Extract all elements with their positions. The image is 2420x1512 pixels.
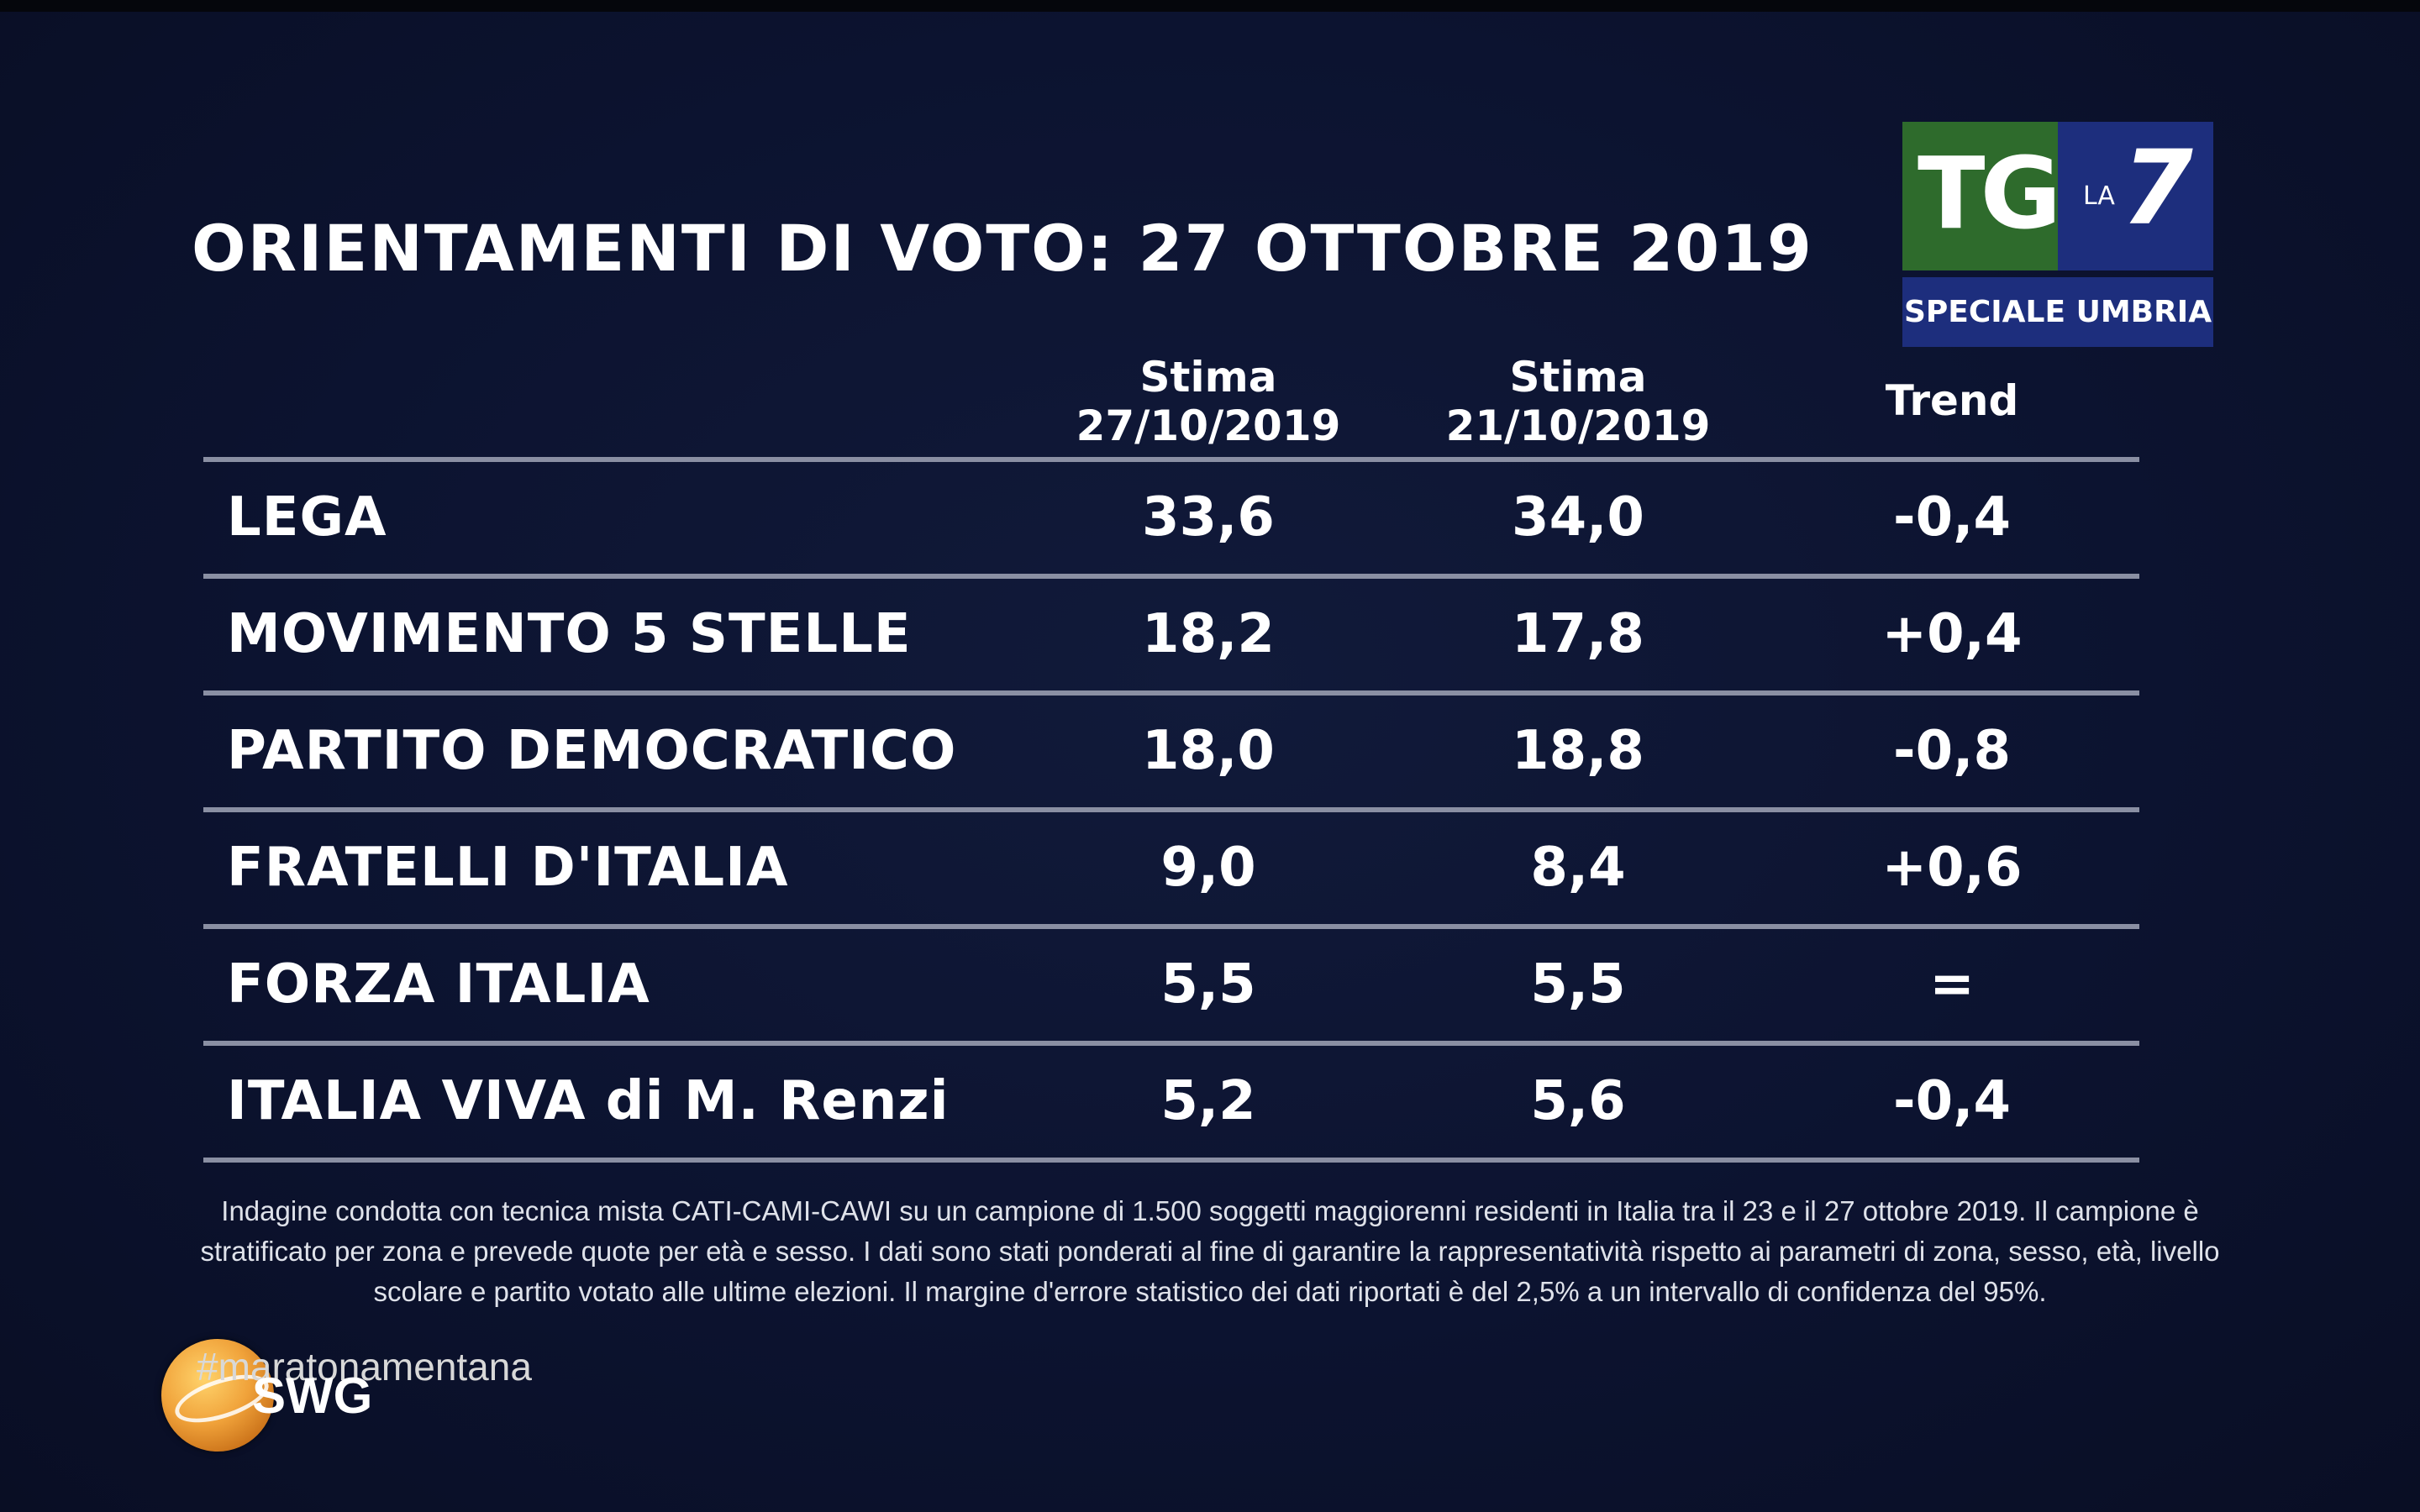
estimate-current: 5,2: [1160, 1070, 1256, 1132]
estimate-previous: 17,8: [1512, 603, 1644, 665]
estimate-previous: 34,0: [1512, 486, 1644, 549]
page-title: ORIENTAMENTI DI VOTO: 27 OTTOBRE 2019: [192, 211, 1813, 286]
party-name: MOVIMENTO 5 STELLE: [227, 603, 912, 665]
table-row: MOVIMENTO 5 STELLE 18,2 17,8 +0,4: [203, 579, 2139, 690]
column-header-date: 27/10/2019: [1076, 402, 1341, 450]
column-header-trend: Trend: [1784, 376, 2120, 425]
column-header-label: Stima: [1139, 353, 1277, 402]
trend-value: +0,6: [1881, 837, 2023, 899]
trend-value: -0,8: [1893, 720, 2011, 782]
swg-logo: SWG: [252, 1368, 373, 1424]
estimate-previous: 8,4: [1530, 837, 1626, 899]
logo-subtitle: SPECIALE UMBRIA: [1903, 295, 2212, 329]
trend-value: +0,4: [1881, 603, 2023, 665]
table-row: FORZA ITALIA 5,5 5,5 =: [203, 929, 2139, 1041]
table-row: LEGA 33,6 34,0 -0,4: [203, 462, 2139, 574]
trend-value: -0,4: [1893, 1070, 2011, 1132]
column-header-estimate-current: Stima 27/10/2019: [1040, 353, 1376, 450]
column-header-estimate-previous: Stima 21/10/2019: [1410, 353, 1746, 450]
estimate-current: 18,0: [1142, 720, 1275, 782]
column-header-label: Trend: [1885, 376, 2019, 425]
estimate-previous: 5,5: [1530, 953, 1626, 1016]
trend-value: =: [1929, 953, 1975, 1016]
table-divider: [203, 924, 2139, 929]
globe-icon: [161, 1339, 274, 1452]
trend-value: -0,4: [1893, 486, 2011, 549]
tg-la7-logo: TG LA 7 SPECIALE UMBRIA: [1902, 122, 2213, 347]
poll-table: LEGA 33,6 34,0 -0,4 MOVIMENTO 5 STELLE 1…: [203, 457, 2139, 1163]
table-row: FRATELLI D'ITALIA 9,0 8,4 +0,6: [203, 812, 2139, 924]
column-header-label: Stima: [1509, 353, 1647, 402]
estimate-current: 18,2: [1142, 603, 1275, 665]
estimate-current: 5,5: [1160, 953, 1256, 1016]
logo-tg-block: TG: [1902, 122, 2061, 270]
party-name: PARTITO DEMOCRATICO: [227, 720, 957, 782]
party-name: FORZA ITALIA: [227, 953, 650, 1016]
logo-tg-text: TG: [1918, 135, 2061, 251]
hashtag: #maratonamentana: [197, 1345, 532, 1389]
logo-la7-block: LA 7: [2058, 122, 2213, 270]
methodology-note: Indagine condotta con tecnica mista CATI…: [200, 1195, 2220, 1307]
logo-subtitle-block: SPECIALE UMBRIA: [1902, 277, 2213, 347]
table-divider: [203, 574, 2139, 579]
estimate-previous: 18,8: [1512, 720, 1644, 782]
party-name: ITALIA VIVA di M. Renzi: [227, 1070, 950, 1132]
party-name: FRATELLI D'ITALIA: [227, 837, 789, 899]
estimate-previous: 5,6: [1530, 1070, 1626, 1132]
top-border: [0, 0, 2420, 12]
table-divider: [203, 1158, 2139, 1163]
estimate-current: 9,0: [1160, 837, 1256, 899]
table-divider: [203, 1041, 2139, 1046]
party-name: LEGA: [227, 486, 387, 549]
table-divider: [203, 690, 2139, 696]
estimate-current: 33,6: [1142, 486, 1275, 549]
table-divider: [203, 457, 2139, 462]
column-header-date: 21/10/2019: [1445, 402, 1711, 450]
logo-la-text: LA: [2083, 181, 2115, 211]
table-row: ITALIA VIVA di M. Renzi 5,2 5,6 -0,4: [203, 1046, 2139, 1158]
table-row: PARTITO DEMOCRATICO 18,0 18,8 -0,8: [203, 696, 2139, 807]
table-divider: [203, 807, 2139, 812]
logo-seven-text: 7: [2122, 129, 2193, 248]
